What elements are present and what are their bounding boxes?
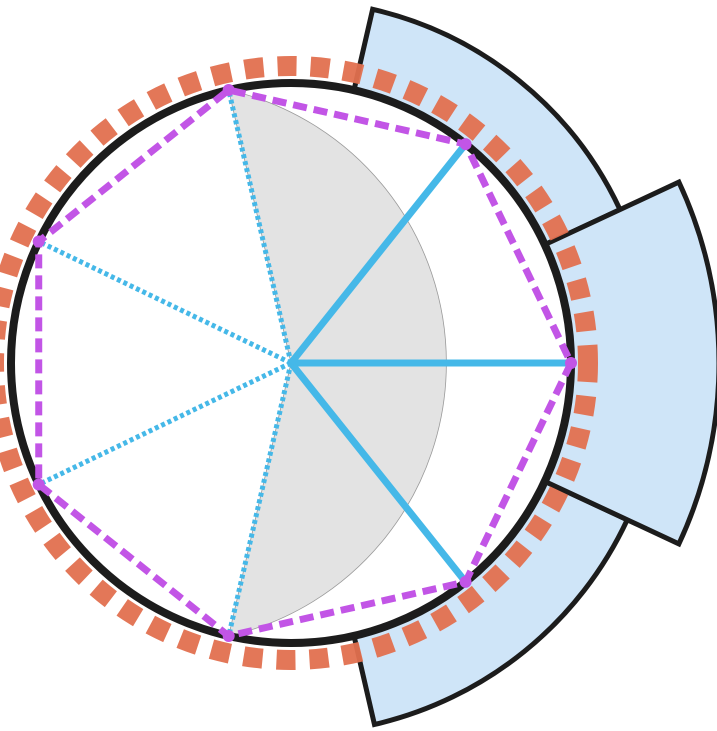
heptagon-vertex-1 [459,575,472,588]
heptagon-vertex-4 [32,235,45,248]
heptagon-vertex-5 [222,84,235,97]
dashed-ring [0,56,598,670]
heptagon [35,86,575,640]
spoke-solid-1 [288,360,469,585]
outer-bands-layer [350,6,717,728]
spoke-solid-6 [288,141,469,366]
heptagon-vertex-0 [565,357,577,369]
heptagon-layer [32,84,577,642]
spokes-layer [37,89,571,637]
dashed-ring-layer [0,56,598,670]
spoke-dotted-2 [226,362,294,637]
heptagon-vertex-2 [222,629,235,642]
spoke-dotted-3 [37,360,293,487]
heptagon-vertex-3 [32,478,45,491]
heptagon-vertex-6 [459,138,472,151]
spoke-dotted-4 [37,239,293,366]
spoke-dotted-5 [226,89,294,364]
